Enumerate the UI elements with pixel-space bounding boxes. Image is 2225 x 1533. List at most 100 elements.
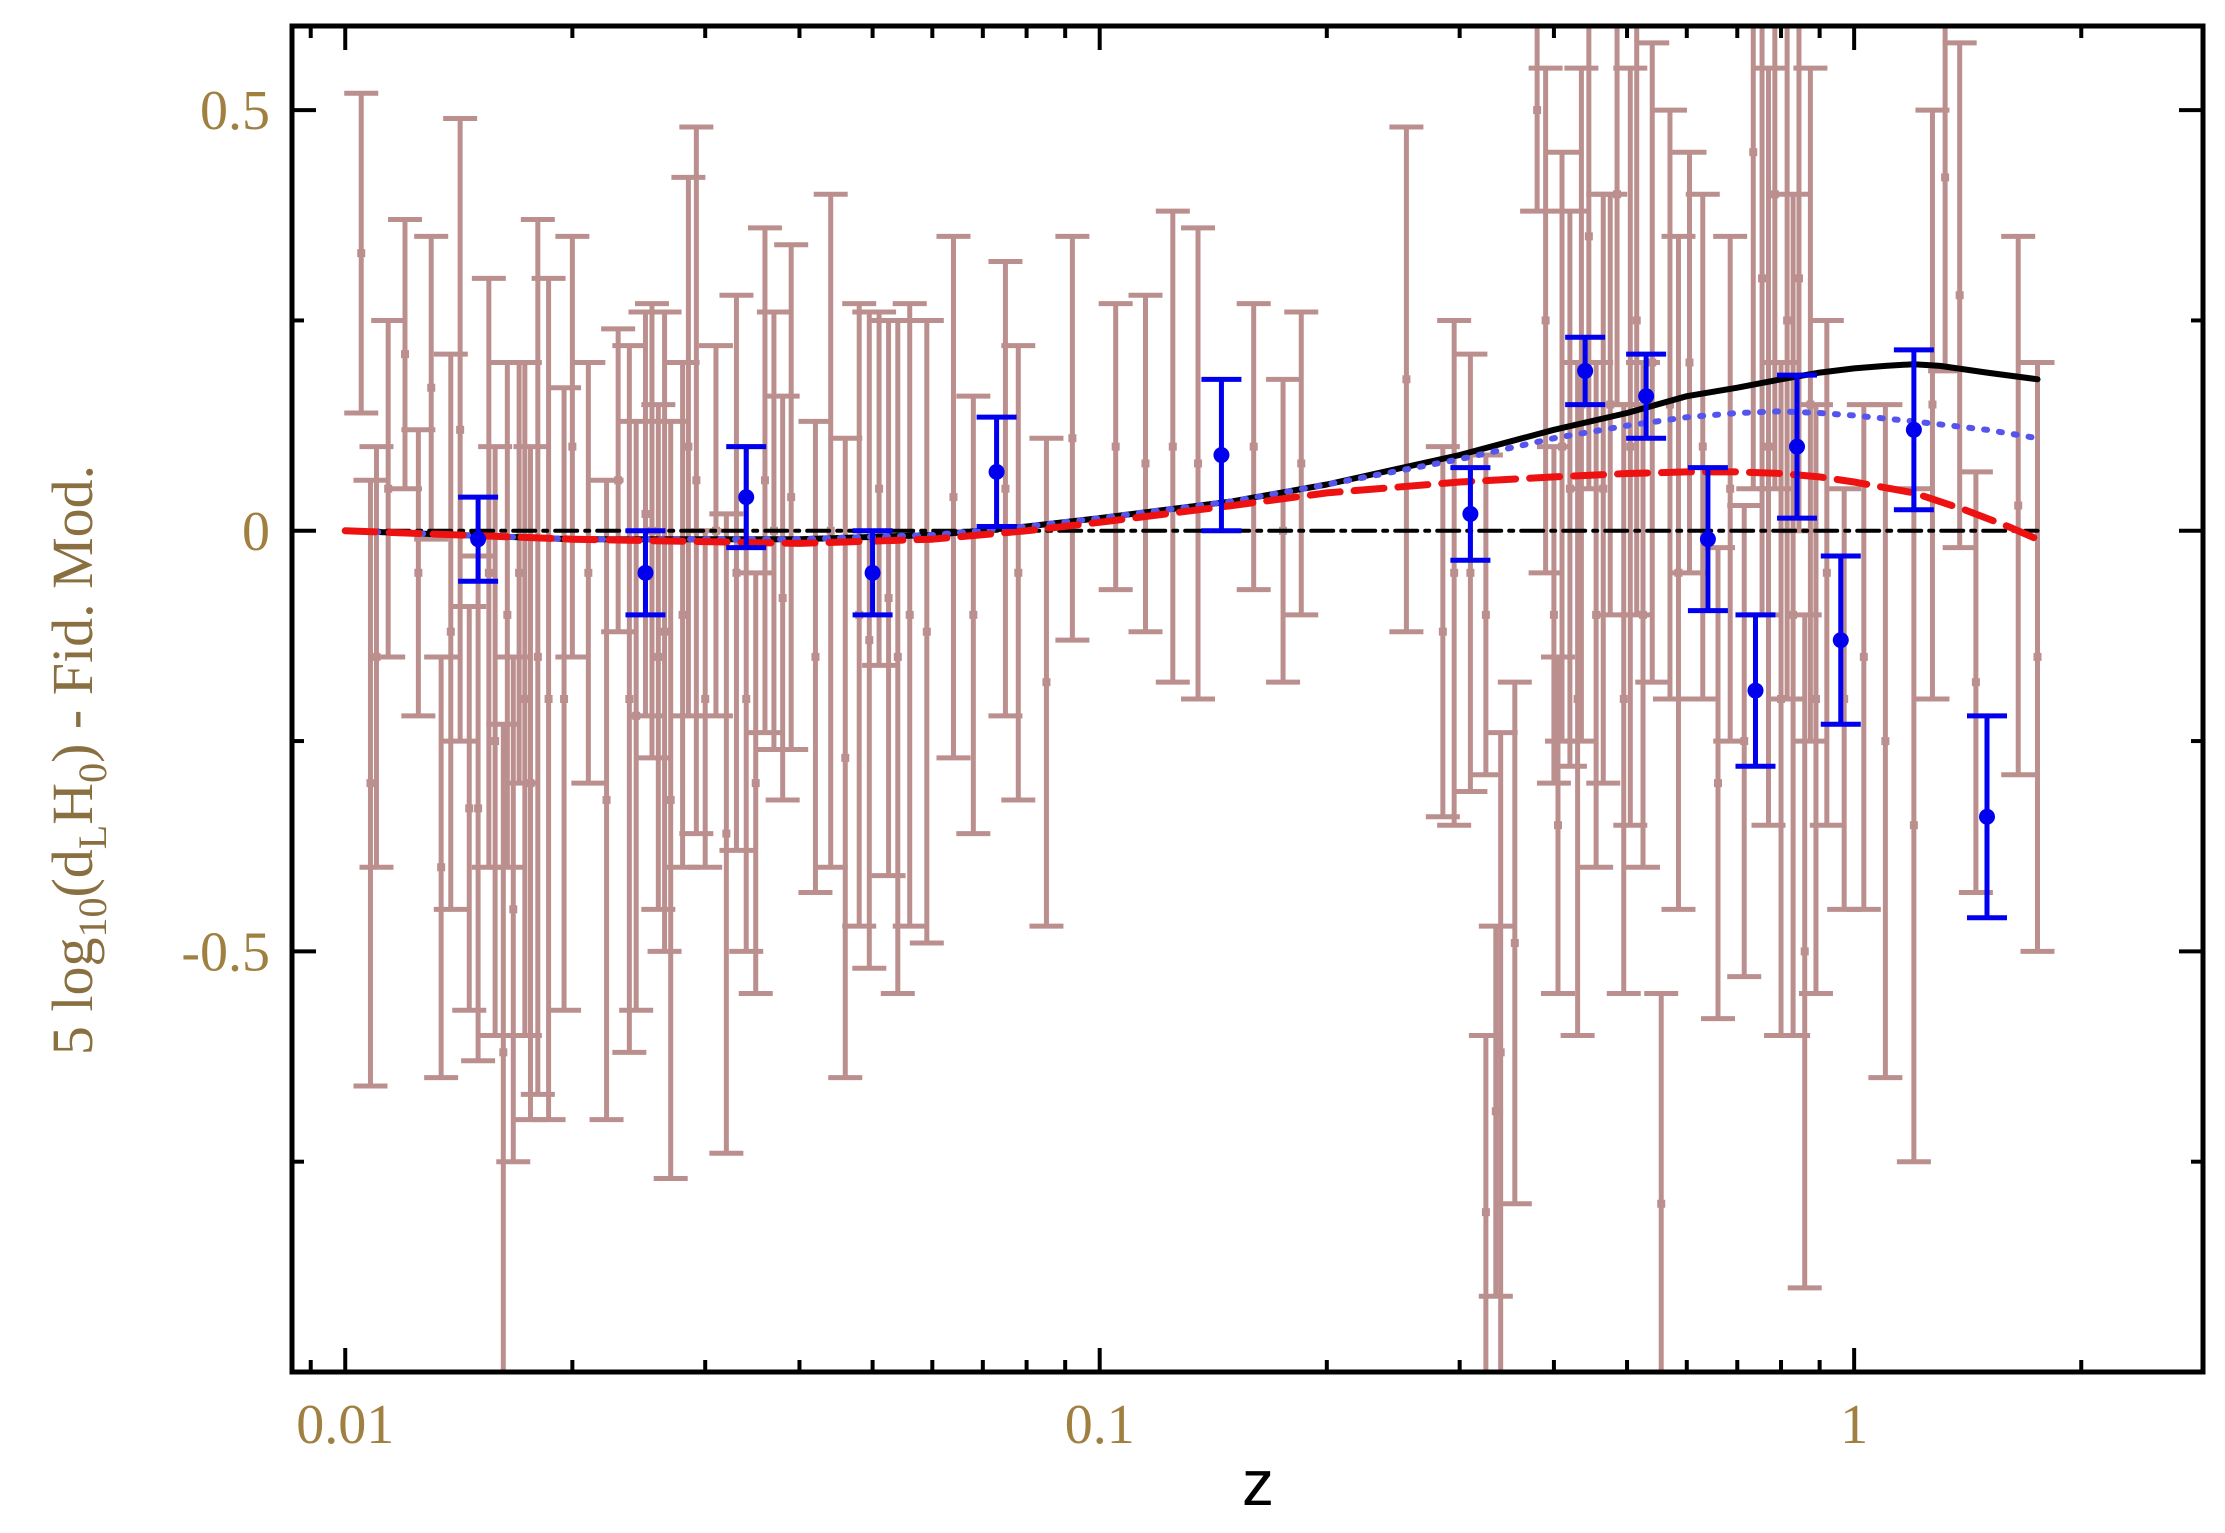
individual-point-marker [484, 568, 493, 577]
individual-point-81 [1536, 444, 1571, 786]
individual-point-marker [841, 753, 850, 762]
individual-point-marker [1749, 148, 1758, 157]
binned-point-marker [1789, 438, 1806, 455]
individual-point-101 [1685, 191, 1720, 702]
individual-point-marker [1764, 442, 1773, 451]
individual-point-70 [1389, 124, 1424, 635]
individual-point-marker [905, 610, 914, 619]
individual-point-marker [1111, 442, 1120, 451]
individual-point-marker [1811, 695, 1820, 703]
individual-point-marker [520, 695, 529, 703]
individual-point-marker [1481, 1208, 1490, 1217]
individual-point-55 [892, 301, 927, 929]
individual-point-61 [1029, 435, 1064, 929]
individual-point-marker [584, 568, 593, 577]
individual-point-marker [1450, 568, 1459, 577]
individual-point-marker [1068, 434, 1077, 443]
individual-point-marker [1859, 652, 1868, 661]
individual-point-77 [1483, 730, 1518, 1372]
y-axis-title-part: ) - Fid. Mod. [40, 465, 105, 763]
axis-ticks [292, 26, 2203, 1372]
individual-point-6 [414, 233, 449, 542]
individual-point-1 [353, 477, 388, 1089]
individual-point-marker [1941, 173, 1950, 182]
binned-point-marker [1832, 632, 1849, 649]
individual-point-45 [765, 393, 800, 803]
individual-point-58 [956, 393, 991, 837]
individual-point-marker [1042, 678, 1051, 687]
binned-point-marker [1905, 421, 1922, 438]
individual-point-39 [709, 511, 744, 1156]
individual-point-marker [533, 652, 542, 661]
individual-point-marker [499, 1048, 508, 1057]
individual-point-117 [1827, 486, 1862, 912]
individual-point-67 [1236, 301, 1271, 593]
individual-point-marker [1665, 400, 1674, 409]
individual-point-marker [1657, 1199, 1666, 1208]
individual-point-marker [949, 493, 958, 502]
individual-point-marker [1928, 400, 1937, 409]
x-axis-title: z [1242, 1447, 1274, 1519]
individual-point-78 [1497, 679, 1532, 1207]
binned-point-14 [1966, 713, 2007, 921]
individual-point-marker [1881, 737, 1890, 746]
binned-point-marker [1213, 447, 1230, 464]
individual-point-marker [366, 779, 375, 788]
individual-point-marker [515, 568, 524, 577]
y-axis-title-subscript: L [70, 825, 115, 849]
individual-point-marker [1632, 316, 1641, 325]
binned-point-11 [1777, 372, 1818, 521]
individual-point-marker [1558, 442, 1567, 451]
x-tick-label: 0.01 [296, 1394, 394, 1456]
y-tick-label: 0 [242, 501, 270, 563]
dotted-curve [342, 408, 2041, 543]
individual-point-marker [1783, 316, 1792, 325]
individual-point-marker [1573, 695, 1582, 703]
individual-point-marker [1510, 938, 1519, 947]
binned-point-marker [864, 564, 881, 581]
individual-point-marker [722, 829, 731, 838]
individual-point-9 [443, 116, 478, 744]
individual-point-marker [614, 476, 623, 485]
individual-point-104 [1727, 503, 1762, 980]
individual-point-marker [1402, 375, 1411, 384]
individual-point-76 [1478, 923, 1513, 1299]
individual-point-marker [456, 425, 465, 434]
individual-point-115 [1798, 402, 1833, 996]
individual-point-marker [1249, 442, 1258, 451]
individual-point-marker [1909, 821, 1918, 830]
binned-point-3 [852, 528, 893, 618]
individual-point-marker [1549, 610, 1558, 619]
binned-point-0 [458, 494, 499, 584]
individual-point-64 [1128, 292, 1163, 635]
individual-point-marker [692, 476, 701, 485]
binned-point-marker [1699, 531, 1716, 548]
individual-point-marker [1613, 190, 1622, 199]
individual-point-marker [427, 383, 436, 392]
binned-point-12 [1820, 553, 1861, 727]
binned-point-marker [1978, 808, 1995, 825]
individual-point-marker [1840, 695, 1849, 703]
individual-point-25 [589, 477, 624, 1123]
individual-point-120 [1896, 486, 1931, 1165]
individual-point-marker [1541, 316, 1550, 325]
individual-point-marker [1971, 678, 1980, 687]
individual-point-24 [571, 360, 606, 786]
individual-point-marker [742, 695, 751, 703]
individual-point-60 [1001, 343, 1036, 803]
individual-point-marker [465, 804, 474, 813]
binned-point-9 [1687, 465, 1728, 614]
individual-point-66 [1181, 225, 1216, 702]
binned-point-marker [1462, 505, 1479, 522]
individual-point-marker [1626, 442, 1635, 451]
binned-point-5 [1201, 376, 1242, 534]
individual-point-marker [1194, 459, 1203, 468]
individual-point-95 [1626, 360, 1661, 870]
individual-point-marker [2033, 652, 2042, 661]
individual-point-119 [1868, 402, 1903, 1081]
individual-point-marker [446, 627, 455, 636]
individual-point-79 [1520, 26, 1555, 214]
individual-point-marker [684, 442, 693, 451]
individual-point-marker [1698, 442, 1707, 451]
individual-point-20 [520, 216, 555, 1097]
